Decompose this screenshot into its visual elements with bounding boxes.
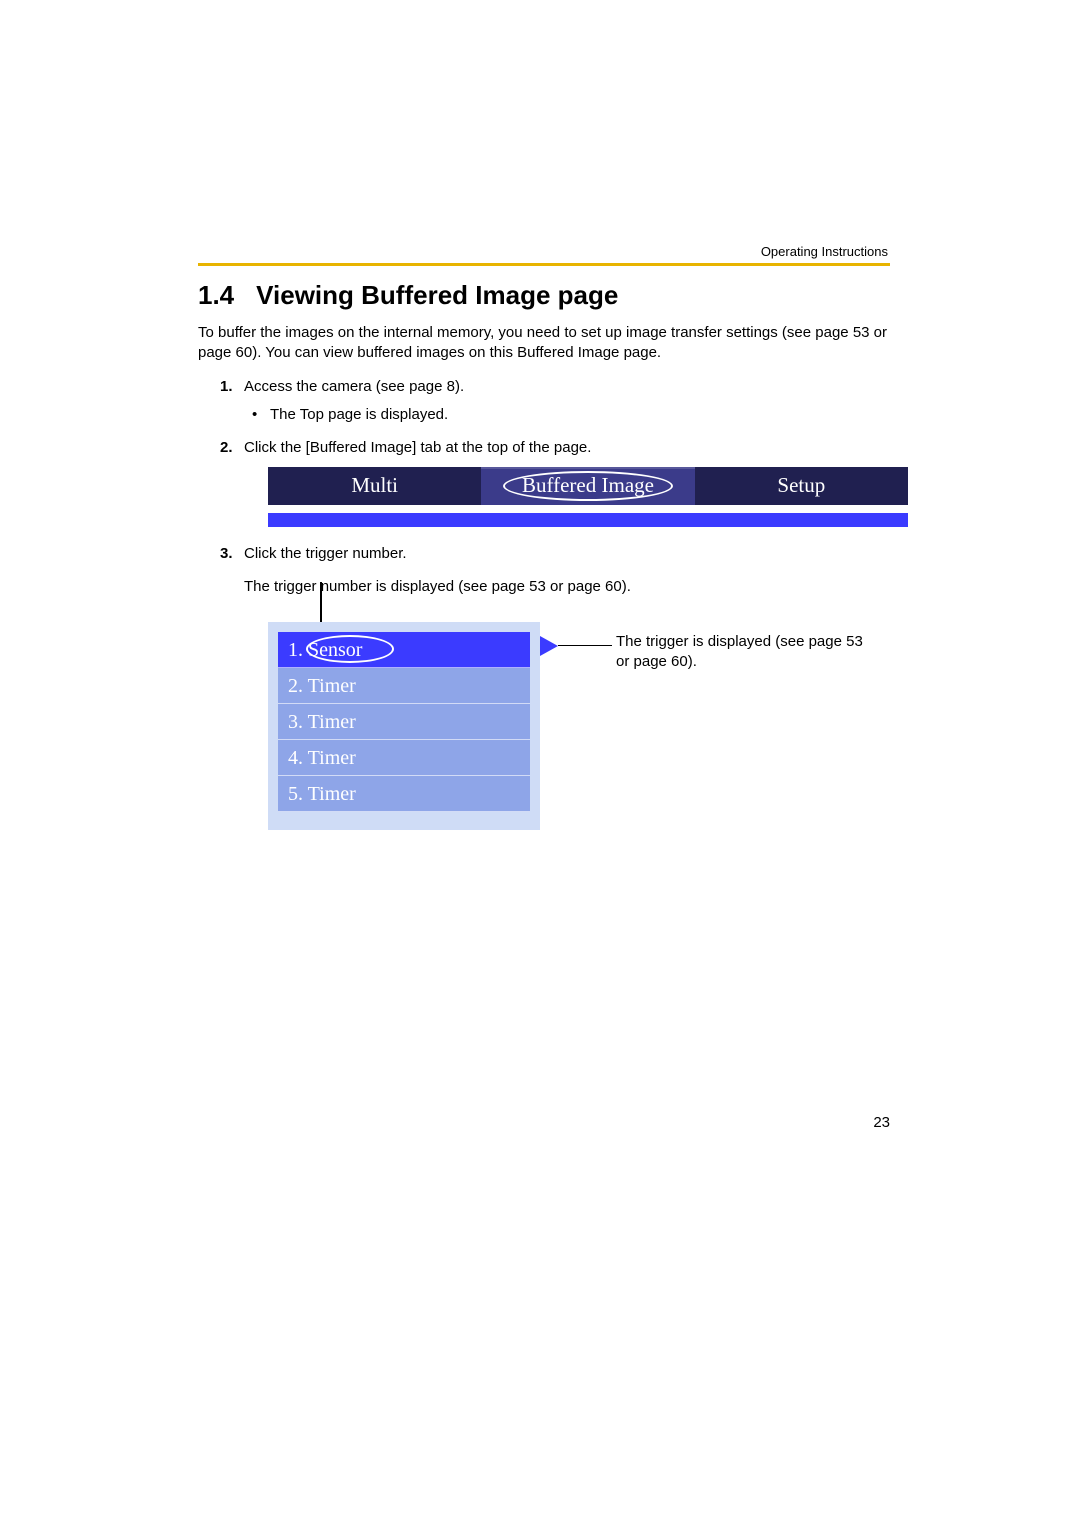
doc-header: Operating Instructions [198,244,890,259]
header-rule [198,263,890,266]
trigger-row-4[interactable]: 4. Timer [278,740,530,776]
tab-multi[interactable]: Multi [268,467,481,505]
callout-leader-line [558,645,612,646]
intro-paragraph: To buffer the images on the internal mem… [198,323,890,364]
trigger-row-5[interactable]: 5. Timer [278,776,530,812]
tab-buffered-image[interactable]: Buffered Image [481,467,694,505]
trigger-row-1[interactable]: 1. Sensor [278,632,530,668]
trigger-row-2[interactable]: 2. Timer [278,668,530,704]
step-3: Click the trigger number. The trigger nu… [220,543,890,872]
trigger-panel: 1. Sensor 2. Timer 3. Timer 4. Timer 5. … [268,622,540,830]
section-number: 1.4 [198,280,234,310]
step-3-text: Click the trigger number. [244,545,407,562]
trigger-list-figure: 1. Sensor 2. Timer 3. Timer 4. Timer 5. … [268,612,908,872]
section-heading: Viewing Buffered Image page [256,280,618,310]
step-1: Access the camera (see page 8). The Top … [220,376,890,427]
arrow-icon [540,636,558,656]
tab-under-strip-white [268,505,908,513]
step-3-note: The trigger number is displayed (see pag… [244,576,890,599]
trigger-row-3[interactable]: 3. Timer [278,704,530,740]
section-title: 1.4 Viewing Buffered Image page [198,280,890,311]
tab-buffered-image-label: Buffered Image [522,470,654,502]
page-number: 23 [873,1114,890,1131]
tab-bar-figure: Multi Buffered Image Setup [268,467,908,527]
tab-under-strip-blue [268,513,908,527]
step-1-sub-1: The Top page is displayed. [252,404,890,427]
callout-text: The trigger is displayed (see page 53 or… [616,632,876,673]
step-1-text: Access the camera (see page 8). [244,378,464,395]
step-2: Click the [Buffered Image] tab at the to… [220,437,890,528]
pointer-line [320,582,322,622]
step-2-text: Click the [Buffered Image] tab at the to… [244,439,591,456]
tab-setup[interactable]: Setup [695,467,908,505]
trigger-row-1-label: 1. Sensor [288,635,362,665]
